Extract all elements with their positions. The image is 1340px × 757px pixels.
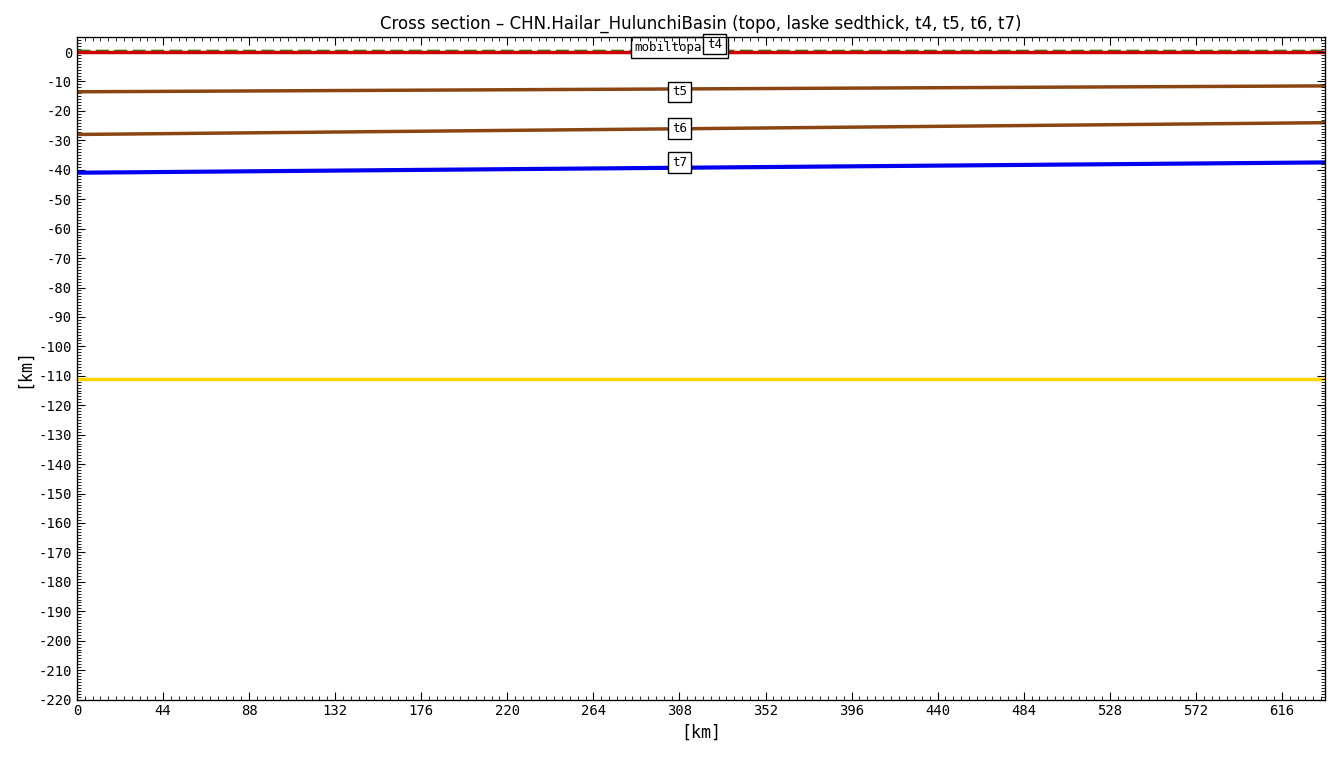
Text: t6: t6 [671, 122, 687, 135]
Title: Cross section – CHN.Hailar_HulunchiBasin (topo, laske sedthick, t4, t5, t6, t7): Cross section – CHN.Hailar_HulunchiBasin… [381, 15, 1021, 33]
Y-axis label: [km]: [km] [15, 348, 34, 388]
Text: t4: t4 [708, 38, 722, 51]
X-axis label: [km]: [km] [681, 724, 721, 742]
Text: t7: t7 [671, 156, 687, 169]
Text: t5: t5 [671, 86, 687, 98]
Text: mobiltopachs: mobiltopachs [634, 41, 725, 55]
